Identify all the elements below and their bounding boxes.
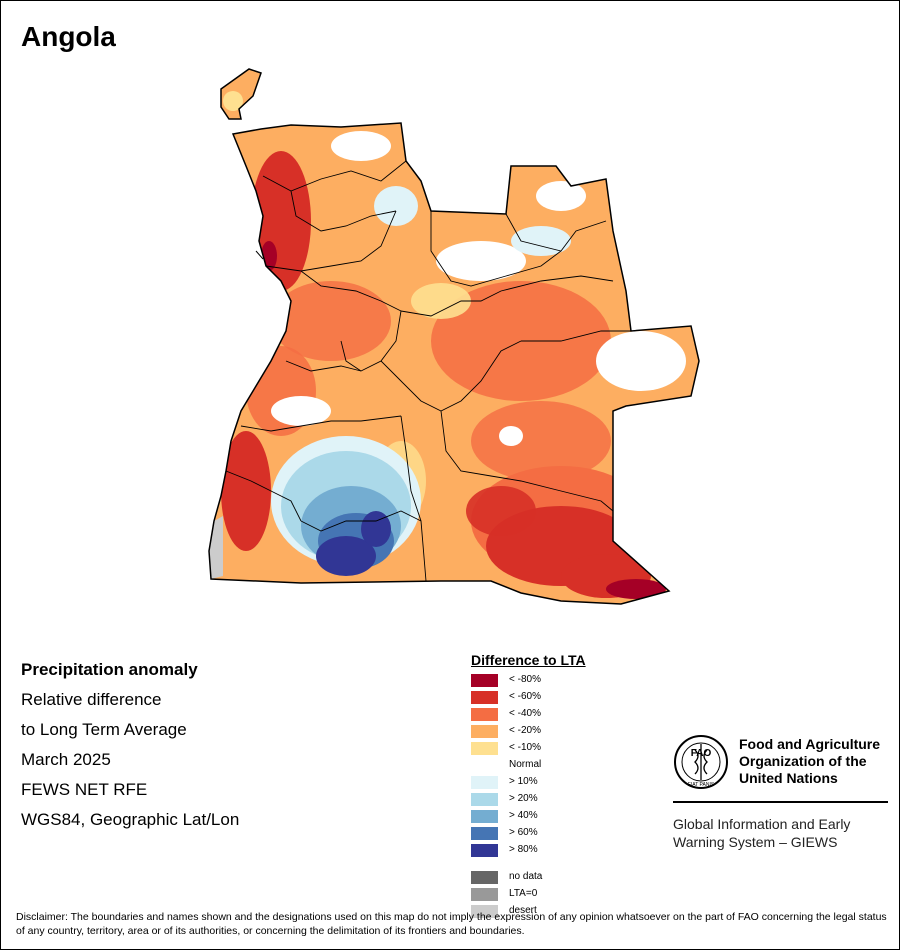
fao-name-line: United Nations [739,770,838,786]
legend-items: < -80% < -60% < -40% < -20% < -10% Normal > 10… [471,672,586,859]
legend-label: < -40% [509,708,541,719]
legend-swatch [471,759,498,772]
map-title: Angola [21,21,116,52]
legend-swatch [471,810,498,823]
fao-name-line: Organization of the [739,753,867,769]
info-product-name: Precipitation anomaly [21,660,198,679]
legend-entry: < -40% [471,706,586,723]
legend-swatch [471,691,498,704]
legend-swatch [471,888,498,901]
legend-swatch [471,725,498,738]
info-line-source: FEWS NET RFE [21,780,148,799]
giews-line: Warning System – GIEWS [673,834,838,850]
svg-text:FIAT PANIS: FIAT PANIS [688,782,715,788]
legend-entry: < -60% [471,689,586,706]
legend-entry: no data [471,869,586,886]
legend-label: > 40% [509,810,538,821]
legend-swatch [471,827,498,840]
legend-swatch [471,708,498,721]
info-line-period: March 2025 [21,750,111,769]
legend-label: desert [509,905,537,916]
legend-entry: > 40% [471,808,586,825]
legend-label: < -20% [509,725,541,736]
map-info-block: Precipitation anomaly Relative differenc… [21,655,239,835]
desert-coastal-strip [209,516,223,579]
legend-label: < -10% [509,742,541,753]
legend-label: no data [509,871,543,882]
legend-entry: Normal [471,757,586,774]
legend-label: > 80% [509,844,538,855]
legend-entry: > 60% [471,825,586,842]
legend-label: Normal [509,759,542,770]
legend-swatch [471,742,498,755]
fao-logo-icon: FAO FIAT PANIS [674,735,728,789]
info-line-method: Relative difference [21,690,162,709]
cabinda-border [220,68,262,120]
disclaimer-text: Disclaimer: The boundaries and names sho… [16,911,887,937]
legend: Difference to LTA < -80% < -60% < -40% < -2… [471,652,586,920]
giews-line: Global Information and Early [673,816,851,832]
fao-name-line: Food and Agriculture [739,736,881,752]
legend-label: < -60% [509,691,541,702]
precipitation-anomaly-field [209,123,699,604]
legend-entry: < -80% [471,672,586,689]
legend-swatch [471,793,498,806]
giews-system-name: Global Information and Early Warning Sys… [673,815,850,851]
legend-label: > 60% [509,827,538,838]
logo-divider [673,801,888,803]
legend-entry: > 80% [471,842,586,859]
province-boundaries [225,160,631,582]
coast-detail [255,250,264,260]
angola-map [208,68,700,605]
legend-label: > 20% [509,793,538,804]
legend-swatch [471,905,498,918]
legend-entry: desert [471,903,586,920]
fao-organization-name: Food and Agriculture Organization of the… [739,736,880,787]
legend-title: Difference to LTA [471,652,586,668]
legend-swatch [471,674,498,687]
legend-entry: < -10% [471,740,586,757]
angola-border [208,122,700,605]
legend-swatch [471,844,498,857]
legend-entry: > 10% [471,774,586,791]
info-line-projection: WGS84, Geographic Lat/Lon [21,810,240,829]
legend-swatch [471,776,498,789]
legend-entry: > 20% [471,791,586,808]
info-line-method-cont: to Long Term Average [21,720,187,739]
legend-label: LTA=0 [509,888,538,899]
legend-label: > 10% [509,776,538,787]
legend-entry: LTA=0 [471,886,586,903]
svg-text:FAO: FAO [691,748,712,759]
legend-entry: < -20% [471,723,586,740]
legend-swatch [471,871,498,884]
legend-extra-items: no data LTA=0 desert [471,869,586,920]
legend-label: < -80% [509,674,541,685]
